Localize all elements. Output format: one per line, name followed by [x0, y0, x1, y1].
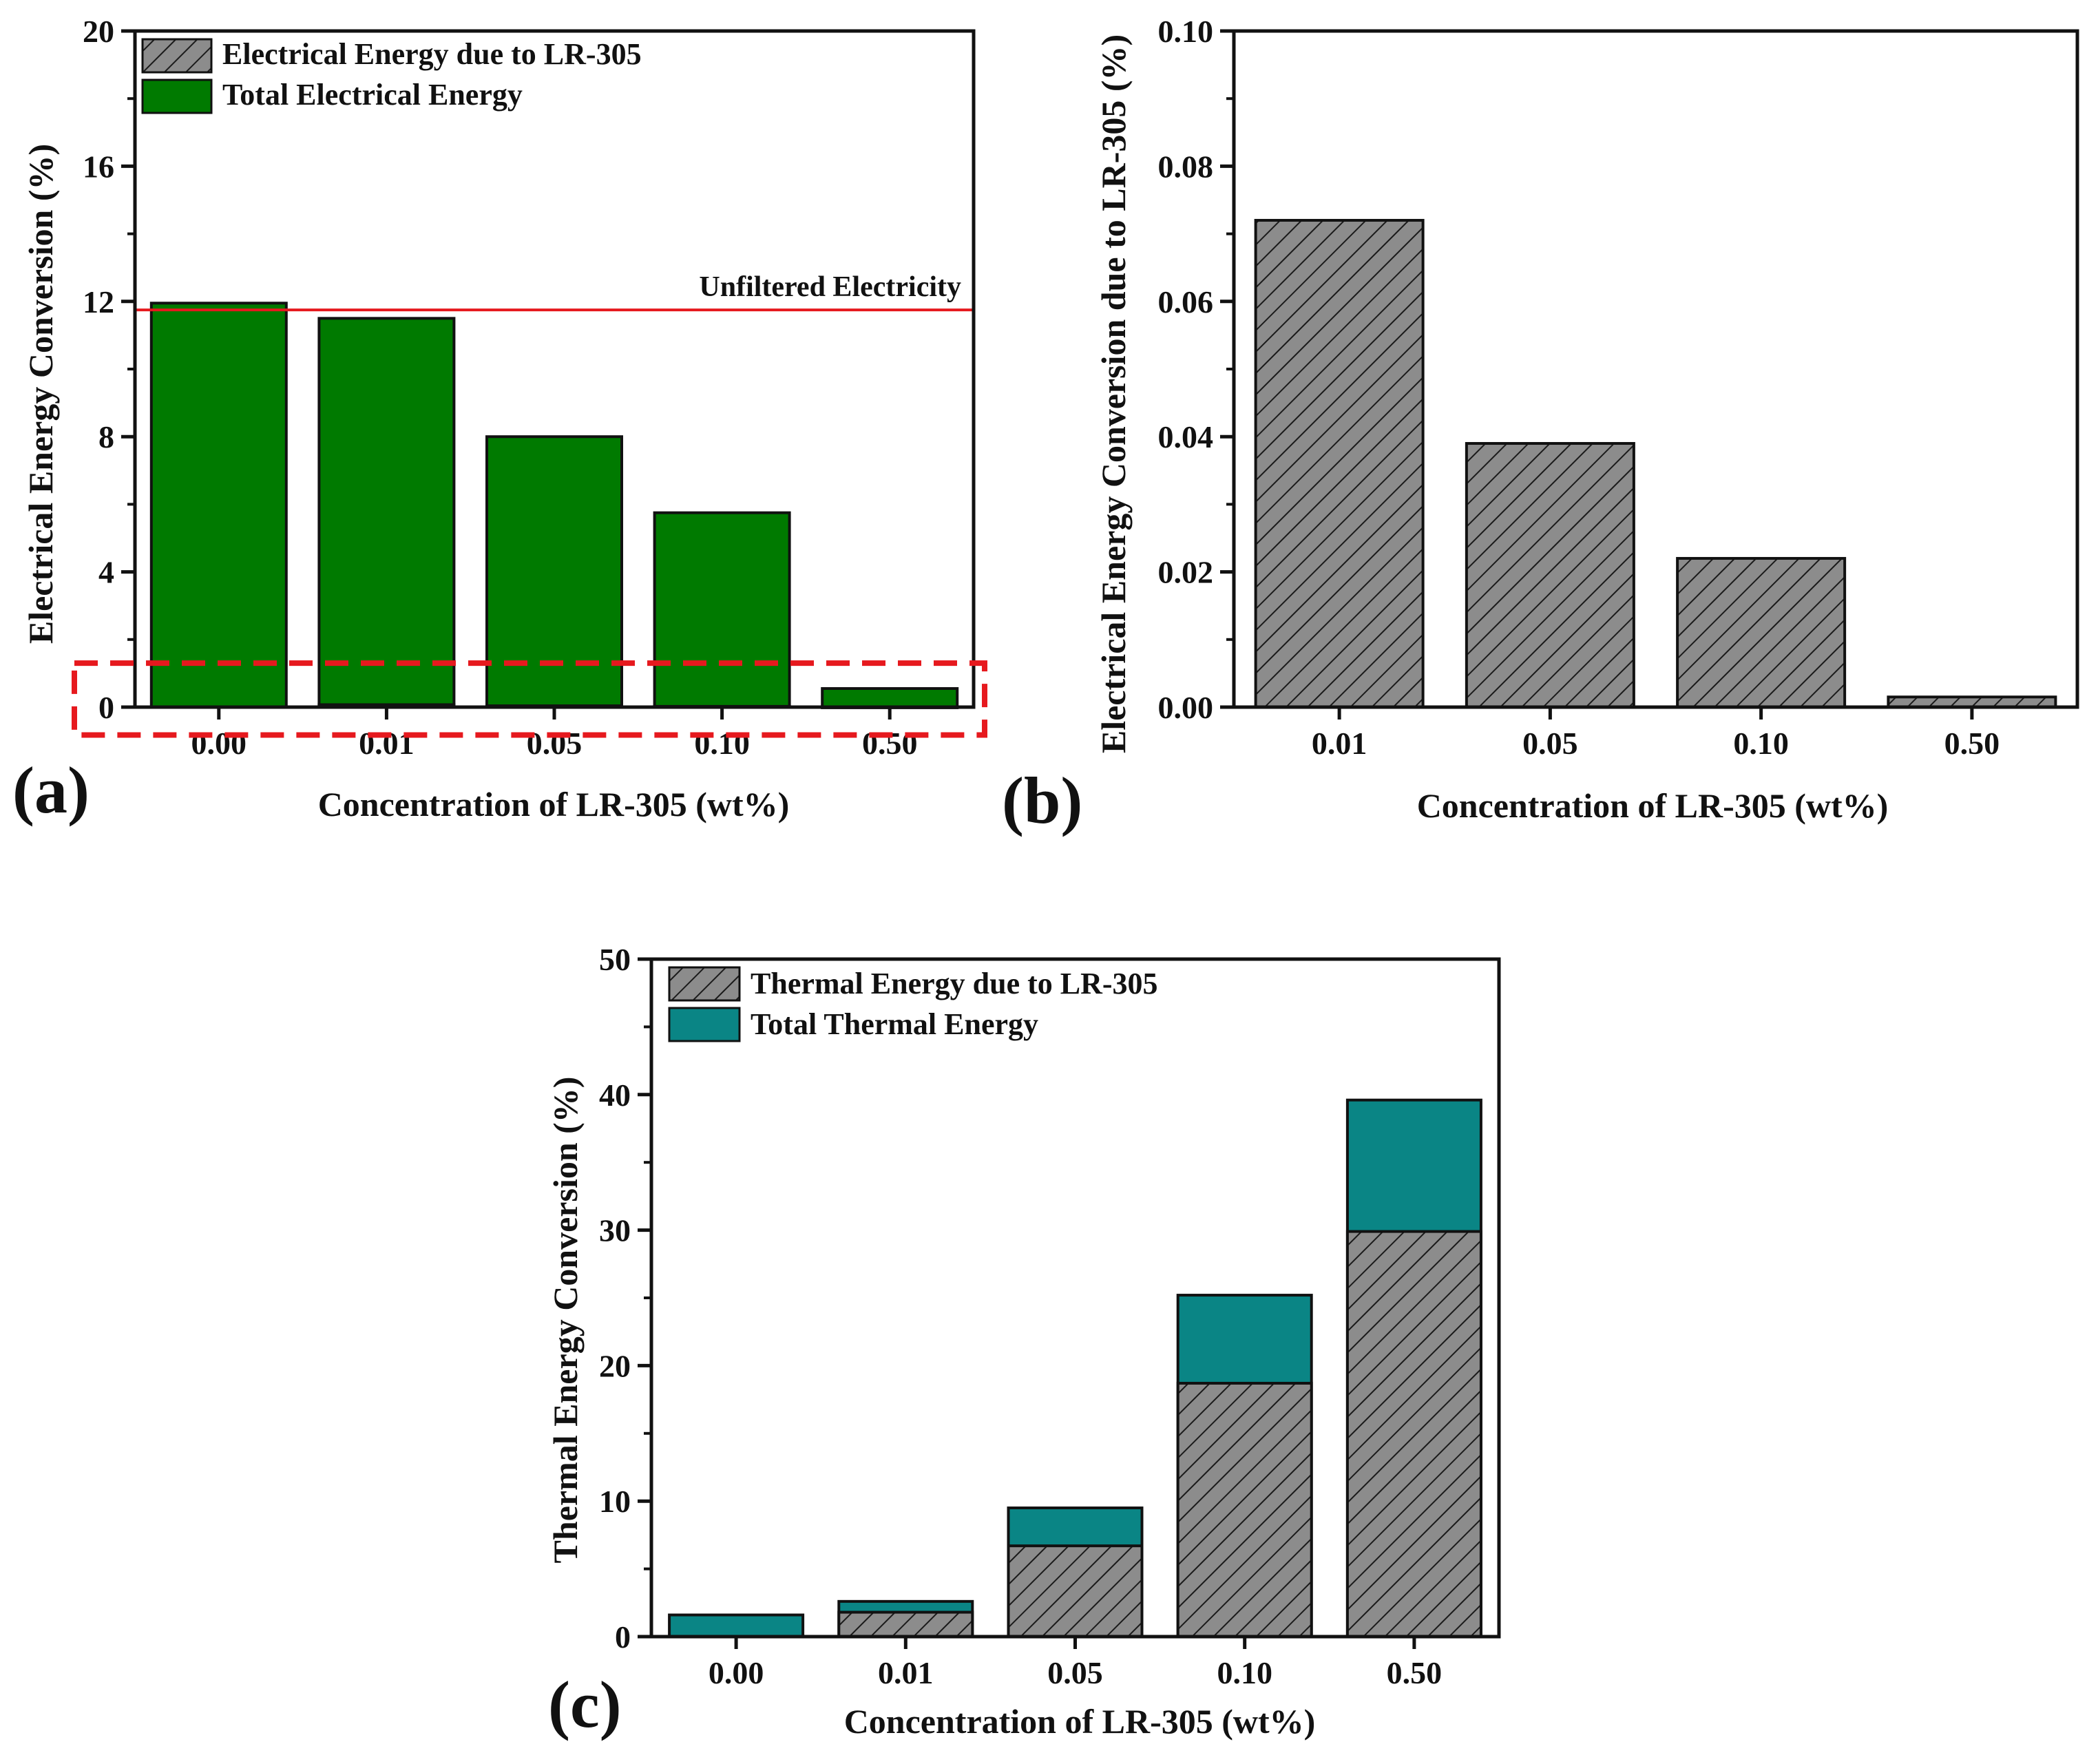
y-tick-label: 0.02 — [1158, 555, 1214, 590]
x-tick-label: 0.01 — [1312, 726, 1367, 761]
legend-c: Thermal Energy due to LR-305 Total Therm… — [668, 966, 1158, 1042]
x-axis-title-b: Concentration of LR-305 (wt%) — [1417, 786, 1889, 825]
y-axis-title-b: Electrical Energy Conversion due to LR-3… — [1094, 34, 1133, 753]
legend-swatch-lr305-hatched — [141, 38, 213, 74]
y-tick-label: 0 — [98, 690, 114, 725]
chart-panel-c: 0 10 20 30 40 50 0.00 0.01 0.05 0.10 0.50 Thermal… — [546, 942, 1501, 1741]
panel-label-a: (a) — [12, 753, 90, 827]
legend-label-total: Total Electrical Energy — [222, 78, 523, 112]
panel-label-b: (b) — [1002, 764, 1082, 837]
bar-total-thermal-energy-0-00 — [668, 1613, 805, 1638]
y-tick-label: 4 — [98, 555, 114, 590]
y-tick-label: 10 — [599, 1484, 631, 1519]
x-tick-label: 0.10 — [1217, 1655, 1272, 1690]
y-tick-label: 0 — [615, 1619, 631, 1655]
bar-total-electrical-energy-0-05 — [485, 435, 623, 708]
x-tick-label: 0.10 — [694, 726, 750, 761]
x-tick-label: 0.01 — [359, 726, 415, 761]
bar-total-electrical-energy-0-00 — [149, 302, 288, 708]
x-tick-label: 0.05 — [1047, 1655, 1103, 1690]
y-tick-label: 8 — [98, 419, 114, 454]
x-tick-label: 0.01 — [878, 1655, 934, 1690]
chart-panel-b: 0.00 0.02 0.04 0.06 0.08 0.10 0.01 0.05 0.10 0.5… — [1002, 14, 2079, 837]
legend-label-thermal-total: Total Thermal Energy — [751, 1007, 1038, 1041]
bar-total-electrical-energy-0-10 — [653, 511, 791, 708]
x-tick-label: 0.00 — [709, 1655, 764, 1690]
y-tick-label: 0.04 — [1158, 419, 1214, 454]
highlight-box — [72, 660, 987, 738]
legend-swatch-thermal-total-teal — [668, 1007, 741, 1042]
bar-total-electrical-energy-0-50 — [821, 686, 959, 708]
x-tick-label: 0.05 — [1522, 726, 1578, 761]
chart-panel-a: Unfiltered Electricity 0 4 8 12 16 20 0.00 0.0… — [12, 14, 987, 827]
legend-swatch-thermal-lr305-hatched — [668, 966, 741, 1002]
bar-electrical-energy-due-to-lr-305-0-05 — [1465, 442, 1635, 709]
x-axis-title-a: Concentration of LR-305 (wt%) — [318, 785, 790, 823]
y-tick-label: 12 — [83, 284, 114, 319]
y-tick-label: 0.08 — [1158, 149, 1214, 184]
y-tick-label: 40 — [599, 1078, 631, 1113]
legend-label-lr305: Electrical Energy due to LR-305 — [222, 37, 642, 71]
bar-thermal-energy-due-to-lr-305-0-01 — [837, 1610, 974, 1638]
legend-label-thermal-lr305: Thermal Energy due to LR-305 — [751, 967, 1158, 1000]
x-tick-label: 0.00 — [191, 726, 247, 761]
y-axis-title-c: Thermal Energy Conversion (%) — [546, 1077, 585, 1564]
y-axis-title-a: Electrical Energy Conversion (%) — [21, 144, 60, 644]
x-axis-title-c: Concentration of LR-305 (wt%) — [844, 1702, 1316, 1741]
bar-electrical-energy-due-to-lr-305-0-10 — [1676, 556, 1847, 709]
x-tick-label: 0.10 — [1733, 726, 1789, 761]
legend-swatch-total-green — [141, 78, 213, 114]
bar-thermal-energy-due-to-lr-305-0-05 — [1007, 1544, 1144, 1639]
y-tick-label: 30 — [599, 1213, 631, 1248]
y-tick-label: 20 — [83, 14, 114, 49]
y-tick-label: 0.10 — [1158, 14, 1214, 49]
x-tick-label: 0.50 — [1944, 726, 2000, 761]
y-tick-label: 16 — [83, 149, 114, 184]
panel-label-c: (c) — [548, 1668, 622, 1741]
bar-thermal-energy-due-to-lr-305-0-10 — [1176, 1381, 1313, 1638]
y-tick-label: 0.00 — [1158, 690, 1214, 725]
x-tick-label: 0.50 — [1387, 1655, 1443, 1690]
y-tick-label: 20 — [599, 1348, 631, 1383]
bar-total-electrical-energy-0-01 — [317, 317, 456, 709]
x-tick-label: 0.50 — [862, 726, 918, 761]
y-tick-label: 0.06 — [1158, 284, 1214, 319]
bar-thermal-energy-due-to-lr-305-0-50 — [1345, 1230, 1482, 1638]
x-tick-label: 0.05 — [527, 726, 583, 761]
bar-electrical-energy-due-to-lr-305-0-01 — [1254, 218, 1425, 708]
unfiltered-electricity-label: Unfiltered Electricity — [699, 271, 961, 303]
legend-a: Electrical Energy due to LR-305 Total El… — [141, 37, 642, 114]
y-tick-label: 50 — [599, 942, 631, 977]
